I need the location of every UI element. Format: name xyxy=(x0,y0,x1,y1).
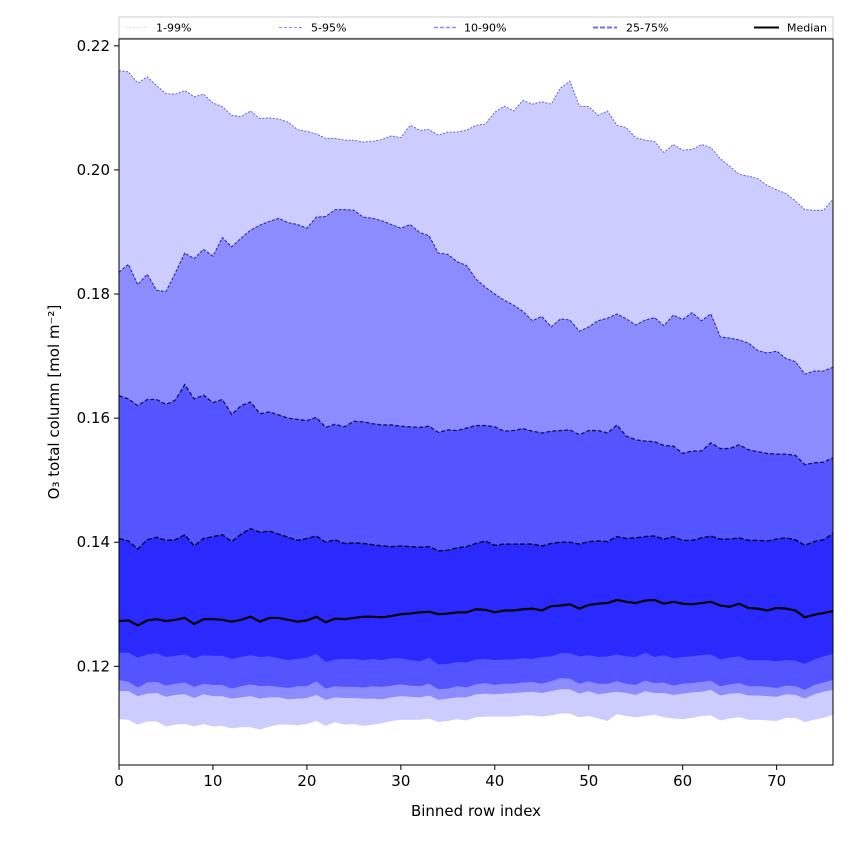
legend-label-median: Median xyxy=(787,22,827,35)
x-tick-label: 0 xyxy=(114,772,124,790)
y-tick-label: 0.14 xyxy=(77,533,110,551)
legend-item-10-90: 10-90% xyxy=(434,22,506,35)
legend: 1-99% 5-95% 10-90% 25-75% Median xyxy=(118,16,834,39)
x-tick-label: 60 xyxy=(673,772,692,790)
legend-label-25-75: 25-75% xyxy=(626,22,668,35)
y-tick-label: 0.18 xyxy=(77,285,110,303)
line-layer xyxy=(118,70,834,627)
line-p95 xyxy=(118,209,834,375)
plot-frame xyxy=(118,38,834,766)
legend-item-25-75: 25-75% xyxy=(593,22,668,35)
x-tick-label: 20 xyxy=(297,772,316,790)
legend-label-5-95: 5-95% xyxy=(311,22,346,35)
x-tick-label: 10 xyxy=(203,772,222,790)
line-p90 xyxy=(118,383,834,466)
y-tick-label: 0.16 xyxy=(77,409,110,427)
legend-frame xyxy=(118,16,834,39)
x-tick-label: 70 xyxy=(767,772,786,790)
y-axis-label: O₃ total column [mol m⁻²] xyxy=(45,305,63,500)
legend-item-5-95: 5-95% xyxy=(279,22,346,35)
legend-item-median: Median xyxy=(754,22,827,35)
legend-label-1-99: 1-99% xyxy=(156,22,191,35)
y-tick-label: 0.22 xyxy=(77,37,110,55)
line-p99 xyxy=(118,70,834,211)
x-axis: 0 10 20 30 40 50 60 70 xyxy=(114,765,786,790)
line-median xyxy=(118,598,834,627)
line-p75 xyxy=(118,527,834,552)
x-tick-label: 30 xyxy=(391,772,410,790)
x-axis-label: Binned row index xyxy=(411,802,541,820)
band-25-75 xyxy=(119,528,833,665)
legend-label-10-90: 10-90% xyxy=(464,22,506,35)
legend-item-1-99: 1-99% xyxy=(124,22,191,35)
y-tick-label: 0.12 xyxy=(77,657,110,675)
band-layer xyxy=(119,70,833,730)
x-tick-label: 50 xyxy=(579,772,598,790)
y-axis: 0.12 0.14 0.16 0.18 0.20 0.22 xyxy=(77,37,119,675)
y-tick-label: 0.20 xyxy=(77,161,110,179)
x-tick-label: 40 xyxy=(485,772,504,790)
